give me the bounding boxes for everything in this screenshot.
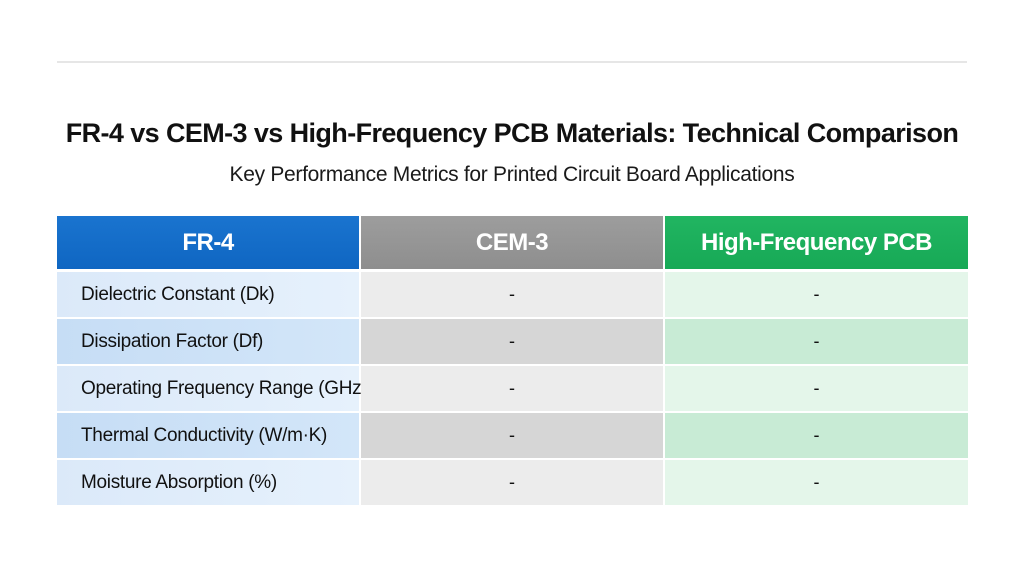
column-header-cem3: CEM-3 [361,216,665,272]
table-cell-metric: Moisture Absorption (%) [57,460,361,507]
table-cell-high-frequency: - [665,460,968,507]
table-cell-high-frequency: - [665,319,968,366]
column-header-label: FR-4 [182,228,234,256]
column-header-label: CEM-3 [475,228,549,256]
table-cell-metric: Operating Frequency Range (GHz) [57,366,368,413]
table-cell-cem3: - [361,272,665,319]
chart-subtitle: Key Performance Metrics for Printed Circ… [229,163,795,186]
table-cell-metric: Dissipation Factor (Df) [57,319,361,366]
column-header-label: High-Frequency PCB [700,228,933,256]
table-cell-cem3: - [361,460,665,507]
table-cell-high-frequency: - [665,413,968,460]
table-cell-high-frequency: - [665,272,968,319]
column-header-fr4: FR-4 [57,216,361,272]
comparison-table: FR-4 CEM-3 High-Frequency PCB Dielectric… [57,216,968,507]
table-cell-cem3: - [361,366,665,413]
chart-title: FR-4 vs CEM-3 vs High-Frequency PCB Mate… [65,118,959,148]
table-cell-high-frequency: - [665,366,968,413]
table-cell-metric: Thermal Conductivity (W/m·K) [57,413,361,460]
table-cell-cem3: - [361,413,665,460]
table-cell-metric: Dielectric Constant (Dk) [57,272,361,319]
column-header-high-frequency: High-Frequency PCB [665,216,968,272]
top-divider [57,61,967,63]
table-cell-cem3: - [361,319,665,366]
